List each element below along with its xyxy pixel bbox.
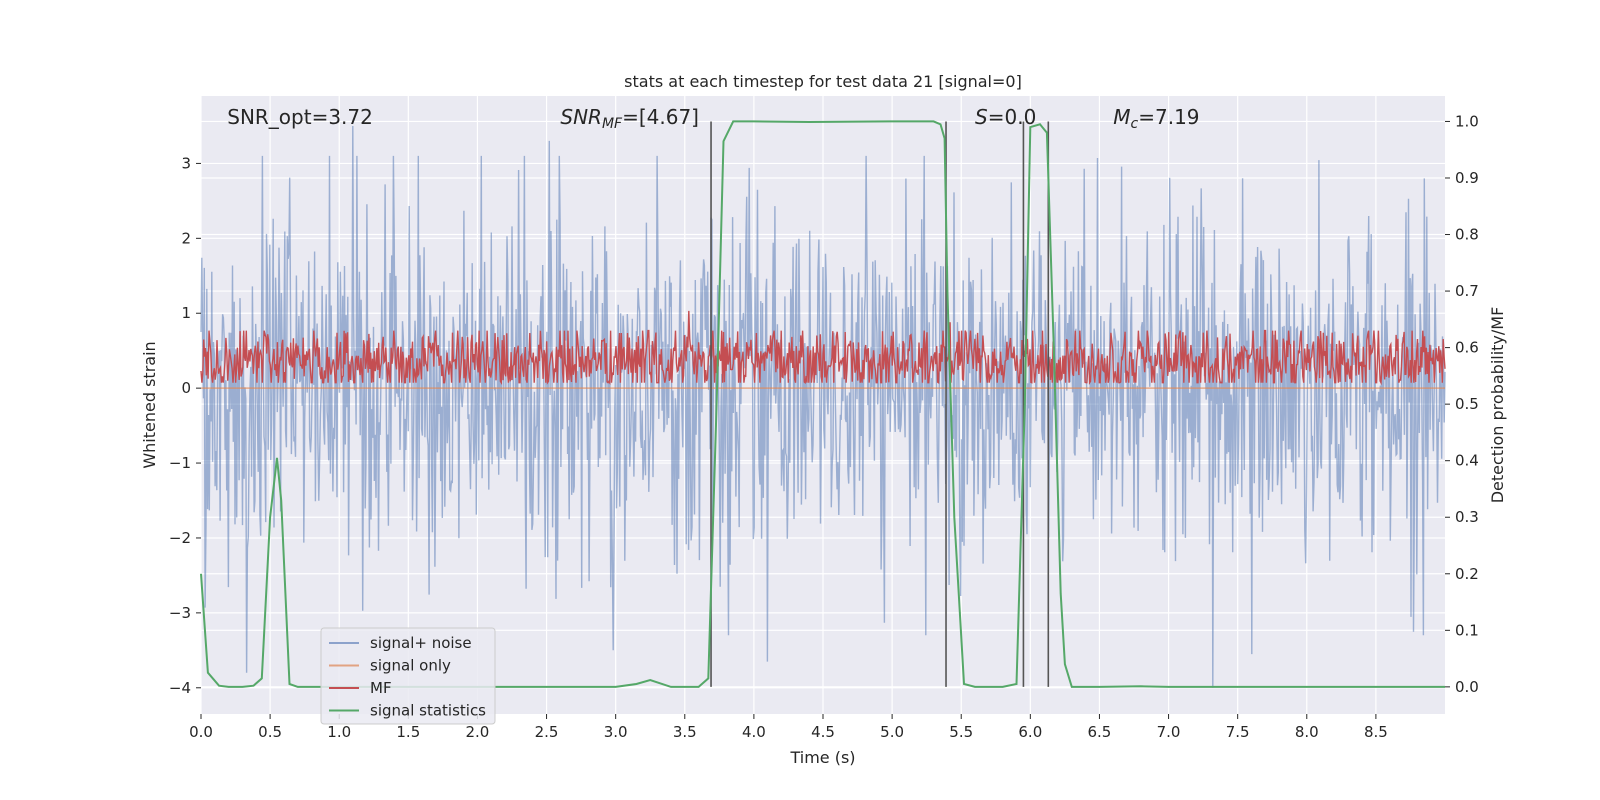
series-signal-statistics	[200, 120, 1445, 688]
y-right-tick-label: 0.3	[1455, 508, 1479, 526]
y-left-tick-label: −1	[169, 454, 191, 472]
x-tick-label: 3.5	[673, 723, 697, 741]
y-right-tick-label: 0.9	[1455, 169, 1479, 187]
x-tick-label: 4.5	[811, 723, 835, 741]
y-left-tick-label: 2	[181, 229, 191, 247]
y-right-tick-label: 0.0	[1455, 678, 1479, 696]
annotation-3: S=0.0	[975, 105, 1036, 129]
y-right-tick-label: 0.2	[1455, 565, 1479, 583]
y-left-tick-label: 0	[181, 379, 191, 397]
x-tick-label: 1.0	[327, 723, 351, 741]
y-left-axis-ticks: 3 2 1 0 −1 −2 −3 −4	[169, 154, 201, 697]
legend-label: signal+ noise	[370, 634, 472, 652]
y-right-tick-label: 0.5	[1455, 395, 1479, 413]
series-signal-noise	[200, 125, 1446, 688]
y-right-tick-label: 0.4	[1455, 452, 1479, 470]
y-right-tick-label: 0.6	[1455, 339, 1479, 357]
x-tick-label: 5.5	[949, 723, 973, 741]
signal-statistics-line	[200, 120, 1445, 688]
annotation-2: SNRMF=[4.67]	[560, 105, 699, 132]
x-tick-label: 2.5	[535, 723, 559, 741]
mf-line	[200, 310, 1446, 386]
y-right-axis-ticks: 1.0 0.9 0.8 0.7 0.6 0.5 0.4 0.3 0.2 0.1 0.0	[1445, 112, 1479, 696]
x-tick-label: 8.0	[1295, 723, 1319, 741]
y-left-tick-label: 1	[181, 304, 191, 322]
x-tick-label: 3.0	[604, 723, 628, 741]
y-left-tick-label: −4	[169, 679, 191, 697]
legend-label: signal only	[370, 657, 451, 675]
x-tick-label: 7.5	[1226, 723, 1250, 741]
x-tick-label: 1.5	[396, 723, 420, 741]
y-left-axis-label: Whitened strain	[140, 341, 159, 468]
vertical-markers	[710, 121, 1050, 687]
chart-title: stats at each timestep for test data 21 …	[624, 72, 1022, 91]
x-tick-label: 6.0	[1018, 723, 1042, 741]
x-tick-label: 8.5	[1364, 723, 1388, 741]
legend-box	[320, 627, 496, 725]
y-left-tick-label: 3	[181, 154, 191, 172]
x-tick-label: 0.5	[258, 723, 282, 741]
legend: signal+ noise signal only MF signal statist…	[320, 627, 496, 725]
x-axis-label: Time (s)	[789, 748, 855, 767]
x-axis-ticks: 0.0 0.5 1.0 1.5 2.0 2.5 3.0 3.5 4.0 4.5 5.0 5.5 6.0 6…	[189, 714, 1388, 741]
y-right-tick-label: 0.1	[1455, 621, 1479, 639]
y-right-tick-label: 0.7	[1455, 282, 1479, 300]
x-tick-label: 6.5	[1088, 723, 1112, 741]
series-mf	[200, 310, 1446, 386]
x-tick-label: 0.0	[189, 723, 213, 741]
y-left-tick-label: −3	[169, 604, 191, 622]
x-tick-label: 5.0	[880, 723, 904, 741]
annotations: SNR_opt=3.72 SNRMF=[4.67] S=0.0 Mc=7.19	[227, 105, 1199, 132]
y-right-tick-label: 1.0	[1455, 112, 1479, 130]
annotation-1: SNR_opt=3.72	[227, 105, 373, 129]
y-right-axis-label: Detection probability/MF	[1488, 307, 1507, 504]
annotation-4: Mc=7.19	[1113, 105, 1199, 132]
legend-label: MF	[370, 679, 392, 697]
x-tick-label: 4.0	[742, 723, 766, 741]
signal-noise-line	[200, 125, 1446, 688]
x-tick-label: 2.0	[466, 723, 490, 741]
y-left-tick-label: −2	[169, 529, 191, 547]
y-right-tick-label: 0.8	[1455, 226, 1479, 244]
x-tick-label: 7.0	[1157, 723, 1181, 741]
legend-label: signal statistics	[370, 702, 486, 720]
